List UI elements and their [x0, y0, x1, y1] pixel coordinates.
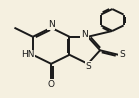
Text: S: S	[119, 50, 125, 59]
Text: N: N	[48, 20, 54, 29]
Text: HN: HN	[21, 50, 35, 59]
Text: N: N	[81, 30, 88, 39]
Text: S: S	[86, 62, 91, 71]
Text: O: O	[48, 80, 55, 89]
